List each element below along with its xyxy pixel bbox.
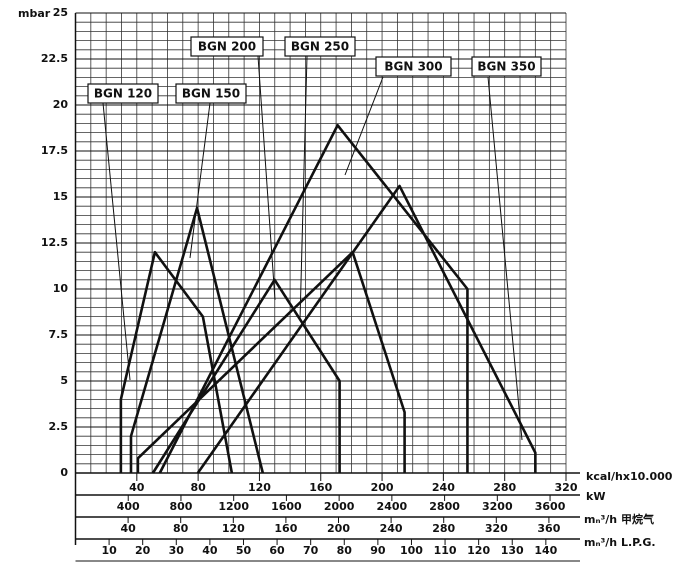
- leader-line: [257, 55, 276, 301]
- legend-box: [175, 83, 247, 104]
- leader-line: [189, 102, 211, 259]
- series-line: [151, 278, 341, 474]
- y-tick-label: 15: [53, 190, 68, 203]
- x-tick-label: 280: [432, 522, 455, 535]
- x-tick-label: 20: [135, 544, 151, 557]
- legend-label: BGN 300: [384, 60, 442, 74]
- x-tick-label: 280: [493, 481, 516, 494]
- x-tick-label: 10: [101, 544, 117, 557]
- x-tick-label: 240: [380, 522, 403, 535]
- x-tick-label: 120: [248, 481, 271, 494]
- y-tick-label: 20: [53, 98, 69, 111]
- x-tick-label: 320: [555, 481, 578, 494]
- x-tick-label: 140: [534, 544, 557, 557]
- x-tick-label: 120: [222, 522, 245, 535]
- legend-box: [87, 83, 159, 104]
- x-tick-label: 50: [236, 544, 252, 557]
- x-tick-label: 200: [327, 522, 350, 535]
- secondary-axis-label: kW: [586, 490, 605, 503]
- y-tick-label: 5: [60, 374, 68, 387]
- x-tick-label: 60: [269, 544, 285, 557]
- legend-box: [190, 36, 264, 57]
- series-line: [129, 206, 265, 474]
- x-tick-label: 90: [370, 544, 386, 557]
- leader-line: [487, 76, 523, 441]
- y-axis-label: mbar: [18, 7, 51, 20]
- series-line: [196, 184, 537, 474]
- x-tick-label: 2800: [429, 500, 460, 513]
- series-line: [158, 123, 469, 474]
- x-tick-label: 80: [337, 544, 353, 557]
- x-tick-label: 100: [400, 544, 423, 557]
- legend-label: BGN 350: [477, 60, 535, 74]
- y-tick-label: 22.5: [41, 52, 68, 65]
- legend-label: BGN 120: [94, 87, 152, 101]
- x-tick-label: 3200: [482, 500, 513, 513]
- x-tick-label: 40: [129, 481, 145, 494]
- legend-box: [375, 56, 452, 77]
- y-tick-label: 12.5: [41, 236, 68, 249]
- secondary-axis-label: mₙ³/h 甲烷气: [584, 512, 654, 526]
- x-tick-label: 40: [202, 544, 218, 557]
- x-tick-label: 240: [432, 481, 455, 494]
- y-tick-label: 7.5: [49, 328, 69, 341]
- secondary-axis-label: mₙ³/h L.P.G.: [584, 536, 656, 549]
- x-tick-label: 2000: [324, 500, 355, 513]
- x-tick-label: 1200: [218, 500, 249, 513]
- x-tick-label: 40: [120, 522, 136, 535]
- legend-label: BGN 150: [182, 87, 240, 101]
- x-tick-label: 120: [467, 544, 490, 557]
- y-tick-label: 10: [53, 282, 69, 295]
- legend-label: BGN 200: [198, 40, 256, 54]
- x-tick-label: 320: [485, 522, 508, 535]
- x-tick-label: 400: [117, 500, 140, 513]
- y-tick-label: 0: [60, 466, 68, 479]
- leader-line: [102, 102, 131, 381]
- legend-box: [284, 36, 356, 57]
- y-tick-label: 25: [53, 6, 68, 19]
- x-tick-label: 30: [169, 544, 185, 557]
- leader-line: [299, 55, 308, 321]
- legend-box: [471, 56, 542, 77]
- x-tick-label: 130: [501, 544, 524, 557]
- x-tick-label: 360: [537, 522, 560, 535]
- x-tick-label: 160: [274, 522, 297, 535]
- x-axis-label: kcal/hx10.000: [586, 470, 673, 483]
- x-tick-label: 1600: [271, 500, 302, 513]
- x-tick-label: 80: [173, 522, 189, 535]
- x-tick-label: 160: [309, 481, 332, 494]
- x-tick-label: 800: [169, 500, 192, 513]
- y-tick-label: 2.5: [49, 420, 69, 433]
- x-tick-label: 3600: [535, 500, 566, 513]
- x-tick-label: 80: [190, 481, 206, 494]
- legend-label: BGN 250: [291, 40, 349, 54]
- x-tick-label: 70: [303, 544, 319, 557]
- x-tick-label: 2400: [377, 500, 408, 513]
- x-tick-label: 110: [434, 544, 457, 557]
- x-tick-label: 200: [371, 481, 394, 494]
- y-tick-label: 17.5: [41, 144, 68, 157]
- leader-line: [344, 76, 384, 176]
